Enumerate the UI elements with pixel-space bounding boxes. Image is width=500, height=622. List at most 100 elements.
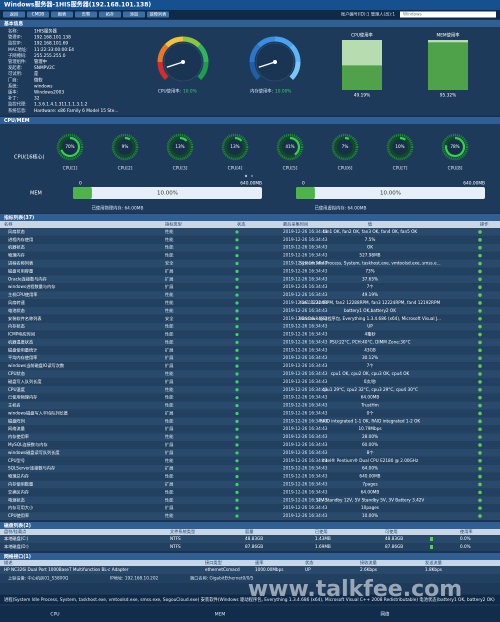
action-icon[interactable] [478, 261, 482, 266]
cell-value: Intel® Pentium® Dual CPU E2180 @ 2.00GHz [322, 458, 419, 463]
toolbar-button-label[interactable]: 告警 [82, 11, 91, 18]
action-icon[interactable] [478, 490, 482, 495]
cell-time: 2019-12-26 16:34:43 [283, 395, 328, 400]
action-icon[interactable] [478, 466, 482, 471]
status-dot [235, 246, 239, 250]
toolbar-button-label[interactable]: 拓扑 [106, 11, 115, 18]
gauge-hub [273, 60, 277, 64]
table-row [0, 275, 500, 284]
action-icon[interactable] [478, 482, 482, 487]
table-row [0, 393, 500, 402]
cell-name: 电源状态 [8, 496, 25, 503]
column-header: 已使用 [315, 528, 328, 535]
cell-type: 性能 [165, 402, 174, 409]
core-arc [179, 136, 188, 142]
action-icon[interactable] [478, 340, 482, 345]
cell-type: 扩展 [165, 275, 174, 282]
toolbar-button-label[interactable]: 添加 [130, 11, 138, 18]
action-icon[interactable] [478, 348, 482, 353]
core-glow [221, 133, 249, 161]
cell-time: 2019-12-26 16:34:43 [283, 300, 328, 305]
action-icon[interactable] [478, 269, 482, 274]
action-icon[interactable] [478, 506, 482, 510]
cell-time: 2019-12-26 16:34:43 [283, 261, 328, 266]
table-row [0, 504, 500, 513]
cell-name: 主机名 [8, 402, 21, 409]
action-icon[interactable] [478, 459, 482, 463]
action-icon[interactable] [478, 403, 482, 408]
core-glow [276, 133, 304, 161]
table-header [0, 560, 500, 566]
cell: 0.0% [460, 536, 471, 541]
table-row [0, 291, 500, 300]
action-icon[interactable] [478, 387, 482, 392]
gauge-hub [181, 60, 185, 64]
cell: 本地磁盘(C:) [4, 535, 29, 542]
footer-tab[interactable]: MEM [215, 612, 226, 618]
section-title: CPU/MEM [4, 118, 30, 124]
action-icon[interactable] [478, 332, 482, 337]
cell-type: 扩展 [165, 409, 174, 416]
cell-time: 2019-12-26 16:34:43 [283, 403, 328, 408]
action-icon[interactable] [478, 364, 482, 368]
cell-type: 性能 [165, 488, 174, 495]
action-icon[interactable] [478, 301, 482, 305]
cell-type: 扩展 [165, 267, 174, 274]
action-icon[interactable] [478, 238, 482, 242]
action-icon[interactable] [478, 474, 482, 479]
action-icon[interactable] [478, 427, 482, 432]
action-icon[interactable] [478, 443, 482, 447]
cell-name: 物理内存 [8, 252, 25, 259]
cell-type: 扩展 [165, 425, 174, 432]
toolbar-button-label[interactable]: CMDB [32, 12, 45, 17]
action-icon[interactable] [478, 309, 482, 313]
section-title: 指标列表(37) [4, 214, 34, 221]
panel [0, 583, 500, 594]
core-glow [331, 133, 359, 161]
action-icon[interactable] [478, 230, 482, 234]
core-arc [234, 136, 243, 142]
mem-bar [296, 187, 315, 199]
action-icon[interactable] [478, 380, 482, 384]
table-row [0, 314, 500, 323]
footer-tab[interactable]: CPU [50, 612, 59, 618]
action-icon[interactable] [478, 514, 482, 518]
status-dot [235, 419, 239, 423]
action-icon[interactable] [478, 411, 482, 416]
action-icon[interactable] [478, 277, 482, 282]
toolbar-button-label[interactable]: 故障列表 [150, 11, 168, 18]
action-icon[interactable] [478, 253, 482, 258]
action-icon[interactable] [478, 395, 482, 400]
cell-type: 扩展 [165, 283, 174, 290]
action-icon[interactable] [478, 419, 482, 424]
toolbar-button-label[interactable]: 返回 [10, 11, 18, 18]
status-dot [235, 301, 239, 305]
cell-type: 安全 [165, 260, 174, 267]
action-icon[interactable] [478, 293, 482, 297]
action-icon[interactable] [478, 372, 482, 376]
action-icon[interactable] [478, 451, 482, 455]
action-icon[interactable] [478, 498, 482, 503]
action-icon[interactable] [478, 316, 482, 321]
toolbar-button-label[interactable]: 图表 [58, 11, 67, 18]
search-box[interactable]: Windows [403, 12, 422, 17]
footer-tab[interactable]: 网络 [381, 611, 390, 618]
status-dot [235, 254, 239, 258]
status-dot [235, 459, 239, 463]
mem-max: 640.00MB [463, 181, 485, 187]
cell-name: windows进程数量与内存 [8, 283, 55, 290]
action-icon[interactable] [478, 285, 482, 289]
action-icon[interactable] [478, 245, 482, 250]
core-name: CPU[6] [338, 166, 353, 172]
table-row [0, 235, 500, 244]
action-icon[interactable] [478, 324, 482, 329]
cell-name: 风扇状态 [8, 228, 25, 235]
cell-type: 性能 [165, 331, 174, 338]
toolbar-button [27, 11, 49, 18]
cell-time: 2019-12-26 16:34:43 [283, 237, 328, 242]
action-icon[interactable] [478, 435, 482, 439]
action-icon[interactable] [478, 356, 482, 361]
core-glow [386, 133, 414, 161]
column-header: 描述 [4, 559, 13, 566]
search-box [400, 11, 496, 18]
